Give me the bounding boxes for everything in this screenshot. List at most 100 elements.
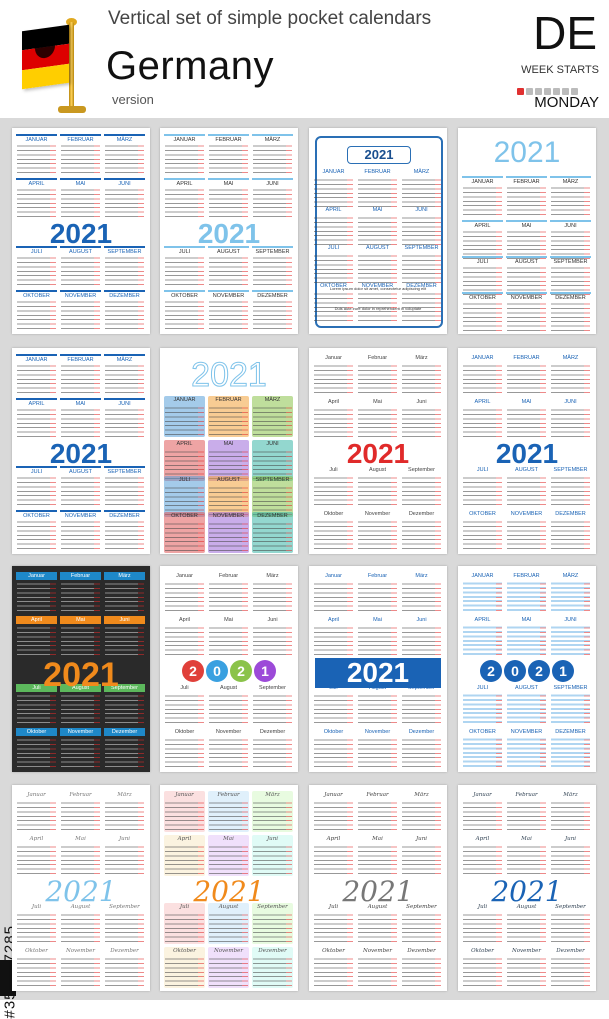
- month-days-grid: [402, 363, 441, 393]
- month-name: NOVEMBER: [510, 729, 543, 735]
- month-block: Januar: [164, 572, 205, 613]
- month-block: Januar: [164, 791, 205, 832]
- month-name: NOVEMBER: [506, 292, 547, 302]
- month-days-grid: [165, 693, 204, 723]
- month-name: März: [265, 792, 280, 798]
- month-days-grid: [17, 581, 56, 611]
- month-name: AUGUST: [60, 466, 101, 476]
- month-days-grid: [165, 485, 204, 515]
- month-days-grid: [253, 912, 292, 942]
- month-days-grid: [507, 693, 546, 723]
- month-name: DEZEMBER: [555, 729, 586, 735]
- week-day-indicator-icon: [517, 82, 597, 95]
- month-name: November: [215, 729, 242, 735]
- month-name: März: [415, 573, 428, 579]
- month-block: AUGUST: [208, 246, 249, 287]
- month-name: Juli: [179, 904, 190, 910]
- month-block: DEZEMBER: [104, 290, 145, 331]
- month-block: Mai: [208, 616, 249, 657]
- month-days-grid: [165, 737, 204, 767]
- month-block: Juli: [313, 684, 354, 725]
- month-name: Dezember: [104, 728, 145, 736]
- month-block: Juni: [550, 835, 591, 876]
- month-name: November: [362, 948, 393, 954]
- month-block: November: [357, 510, 398, 551]
- month-block: OKTOBER: [164, 512, 205, 553]
- month-name: August: [218, 904, 239, 910]
- month-block: April: [16, 835, 57, 876]
- month-days-grid: [358, 177, 397, 207]
- month-block: Dezember: [401, 728, 442, 769]
- month-block: JULI: [164, 246, 205, 287]
- month-name: MAI: [60, 178, 101, 188]
- month-name: MAI: [208, 178, 249, 188]
- month-days-grid: [209, 956, 248, 986]
- month-name: Oktober: [174, 729, 195, 735]
- year-label: 2021: [45, 875, 117, 908]
- month-block: Mai: [357, 835, 398, 876]
- month-block: Februar: [357, 791, 398, 832]
- month-name: DEZEMBER: [550, 292, 591, 302]
- month-name: April: [177, 836, 192, 842]
- month-name: JANUAR: [16, 354, 57, 364]
- month-block: August: [60, 903, 101, 944]
- month-block: FEBRUAR: [60, 354, 101, 395]
- month-name: JANUAR: [471, 573, 494, 579]
- month-block: Januar: [16, 572, 57, 613]
- year-label: 2021: [49, 438, 113, 469]
- month-block: April: [164, 616, 205, 657]
- month-days-grid: [358, 581, 397, 611]
- month-days-grid: [165, 405, 204, 435]
- month-name: Juni: [564, 836, 577, 842]
- month-days-grid: [551, 844, 590, 874]
- month-days-grid: [551, 475, 590, 505]
- month-days-grid: [314, 363, 353, 393]
- month-name: MÄRZ: [264, 397, 281, 403]
- month-days-grid: [314, 253, 353, 283]
- month-days-grid: [253, 255, 292, 285]
- month-block: OKTOBER: [462, 510, 503, 551]
- year-label: 2021: [346, 438, 410, 469]
- month-days-grid: [17, 363, 56, 393]
- month-block: Juli: [313, 466, 354, 507]
- month-block: Januar: [313, 572, 354, 613]
- month-name: August: [368, 467, 387, 473]
- year-label: 2021: [491, 875, 563, 908]
- month-name: Dezember: [258, 948, 287, 954]
- month-block: September: [401, 903, 442, 944]
- month-name: JANUAR: [462, 176, 503, 186]
- month-block: Mai: [208, 835, 249, 876]
- calendar-card-10: Januar Februar März April Mai Juni Juli August S…: [160, 566, 298, 772]
- month-block: März: [252, 791, 293, 832]
- month-block: AUGUST: [208, 476, 249, 517]
- month-name: Oktober: [323, 729, 344, 735]
- month-name: MAI: [521, 399, 532, 405]
- month-days-grid: [253, 581, 292, 611]
- month-block: MÄRZ: [252, 134, 293, 175]
- month-days-grid: [165, 625, 204, 655]
- month-name: MÄRZ: [413, 169, 430, 175]
- month-days-grid: [165, 255, 204, 285]
- month-name: NOVEMBER: [208, 290, 249, 300]
- month-name: JULI: [164, 246, 205, 256]
- month-days-grid: [463, 301, 502, 331]
- month-name: Dezember: [408, 729, 435, 735]
- month-days-grid: [61, 625, 100, 655]
- month-block: OKTOBER: [16, 290, 57, 331]
- month-days-grid: [105, 299, 144, 329]
- month-name: April: [326, 836, 341, 842]
- month-days-grid: [61, 844, 100, 874]
- year-label: 2021: [193, 875, 265, 908]
- month-block: September: [104, 684, 145, 725]
- month-block: Oktober: [313, 947, 354, 988]
- month-block: JULI: [462, 684, 503, 725]
- year-label: 2021: [493, 136, 561, 169]
- month-block: Juni: [401, 616, 442, 657]
- month-block: AUGUST: [506, 684, 547, 725]
- month-days-grid: [61, 693, 100, 723]
- month-block: Dezember: [104, 728, 145, 769]
- month-block: JUNI: [550, 616, 591, 657]
- month-days-grid: [17, 956, 56, 986]
- month-block: MAI: [506, 220, 547, 261]
- month-block: SEPTEMBER: [104, 246, 145, 287]
